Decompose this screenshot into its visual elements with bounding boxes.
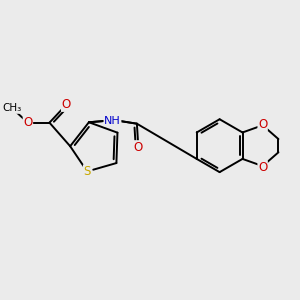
Text: O: O bbox=[258, 118, 267, 130]
Text: O: O bbox=[61, 98, 71, 111]
Text: O: O bbox=[258, 161, 267, 174]
Text: CH₃: CH₃ bbox=[2, 103, 22, 113]
Text: NH: NH bbox=[104, 116, 121, 126]
Text: O: O bbox=[134, 141, 143, 154]
Text: S: S bbox=[83, 165, 91, 178]
Text: O: O bbox=[23, 116, 32, 129]
